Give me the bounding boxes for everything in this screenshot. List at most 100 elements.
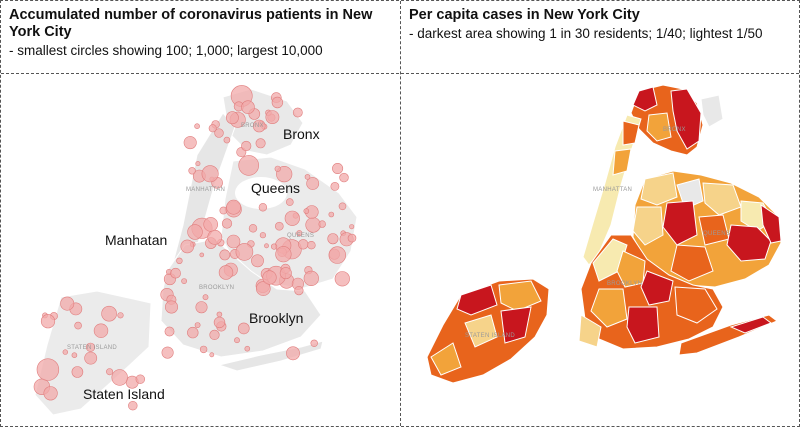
region-staten-central (464, 314, 498, 348)
case-bubble (330, 182, 340, 191)
case-bubble (188, 167, 196, 175)
region-rockaway-east (729, 316, 773, 334)
case-bubble (216, 311, 223, 318)
right-subtitle: - darkest area showing 1 in 30 residents… (409, 26, 763, 41)
case-bubble (238, 322, 250, 335)
choropleth-regions (426, 84, 782, 384)
case-bubble (347, 233, 357, 243)
queens-label: Queens (251, 180, 300, 196)
case-bubble (328, 211, 335, 218)
case-bubble (128, 401, 138, 411)
case-bubble (218, 265, 234, 280)
case-bubble (93, 323, 109, 338)
region-brooklyn-south (626, 306, 660, 344)
case-bubble (303, 270, 319, 286)
case-bubble (195, 301, 208, 314)
case-bubble (36, 358, 60, 381)
case-bubble (223, 136, 231, 144)
choropleth-manhattan-label: MANHATTAN (593, 187, 632, 193)
case-bubble (199, 252, 205, 258)
choropleth-map-panel: BRONX MANHATTAN QUEENS BROOKLYN STATEN I… (401, 75, 799, 425)
case-bubble (180, 239, 195, 254)
case-bubble (219, 249, 231, 261)
case-bubble (255, 138, 266, 149)
case-bubble (84, 351, 98, 365)
case-bubble (71, 352, 78, 359)
region-queens-north (702, 182, 742, 216)
choropleth-brooklyn-label: BROOKLYN (607, 281, 642, 287)
case-bubble (40, 314, 56, 329)
region-bronx-east (670, 88, 702, 150)
choropleth-map: BRONX MANHATTAN QUEENS BROOKLYN STATEN I… (426, 84, 782, 384)
choropleth-queens-label: QUEENS (703, 231, 730, 237)
case-bubble (296, 230, 303, 237)
bubble-map-bronx-small-label: BRONX (241, 123, 264, 129)
staten-island-label: Staten Island (83, 386, 165, 402)
case-bubble (187, 326, 199, 339)
horizontal-divider (1, 73, 799, 74)
case-bubble (71, 366, 84, 378)
case-bubble (307, 241, 316, 250)
region-bronx-park (700, 94, 724, 128)
case-bubble (226, 234, 241, 249)
case-bubble (170, 267, 181, 279)
case-bubble (304, 174, 311, 180)
case-bubble (234, 337, 240, 344)
case-bubble (271, 96, 284, 109)
case-bubble (201, 165, 219, 183)
bubble-map: BRONX MANHATTAN QUEENS BROOKLYN STATEN I… (33, 85, 358, 416)
case-bubble (318, 220, 326, 228)
region-brooklyn-canarsie (674, 286, 718, 324)
case-bubble (255, 281, 271, 296)
region-queens-west (632, 206, 664, 246)
region-staten-northeast (498, 280, 542, 312)
case-bubble (298, 239, 309, 250)
case-bubble (60, 296, 75, 311)
region-bronx-central (646, 112, 672, 142)
case-bubble (284, 210, 300, 226)
region-brooklyn-bay-ridge (578, 314, 602, 348)
bubble-map-panel: BRONX MANHATTAN QUEENS BROOKLYN STATEN I… (1, 75, 399, 425)
region-queens-astoria (640, 172, 678, 206)
case-bubble (117, 312, 124, 319)
case-bubble (238, 155, 259, 176)
case-bubble (199, 345, 208, 354)
case-bubble (195, 161, 201, 167)
case-bubble (306, 177, 320, 190)
region-staten-east (500, 306, 532, 344)
choropleth-bronx-label: BRONX (663, 127, 686, 133)
left-subtitle: - smallest circles showing 100; 1,000; l… (9, 43, 323, 58)
case-bubble (226, 199, 241, 215)
choropleth-staten-label: STATEN ISLAND (465, 333, 515, 339)
region-staten-north (456, 284, 498, 316)
right-header: Per capita cases in New York City - dark… (409, 7, 789, 42)
case-bubble (225, 111, 239, 125)
case-bubble (209, 329, 220, 340)
case-bubble (327, 233, 339, 245)
case-bubble (244, 345, 251, 352)
case-bubble (285, 198, 294, 206)
case-bubble (208, 124, 217, 133)
case-bubble (328, 246, 346, 264)
case-bubble (274, 165, 281, 172)
case-bubble (286, 346, 300, 361)
case-bubble (334, 271, 350, 287)
case-bubble (332, 163, 344, 175)
case-bubble (194, 123, 200, 130)
case-bubble (303, 208, 310, 214)
case-bubble (181, 278, 187, 284)
case-bubble (259, 232, 267, 239)
case-bubble (187, 224, 203, 240)
region-queens-corona (662, 200, 698, 246)
region-brooklyn-east (640, 270, 674, 306)
region-queens-east (760, 203, 782, 244)
case-bubble (349, 224, 355, 230)
vertical-divider (400, 1, 401, 426)
case-bubble (241, 100, 255, 115)
case-bubble (271, 243, 278, 250)
region-manhattan-harlem (612, 148, 632, 176)
region-brooklyn-bushwick (616, 250, 646, 288)
case-bubble (106, 368, 114, 376)
right-title: Per capita cases in New York City (409, 7, 640, 23)
